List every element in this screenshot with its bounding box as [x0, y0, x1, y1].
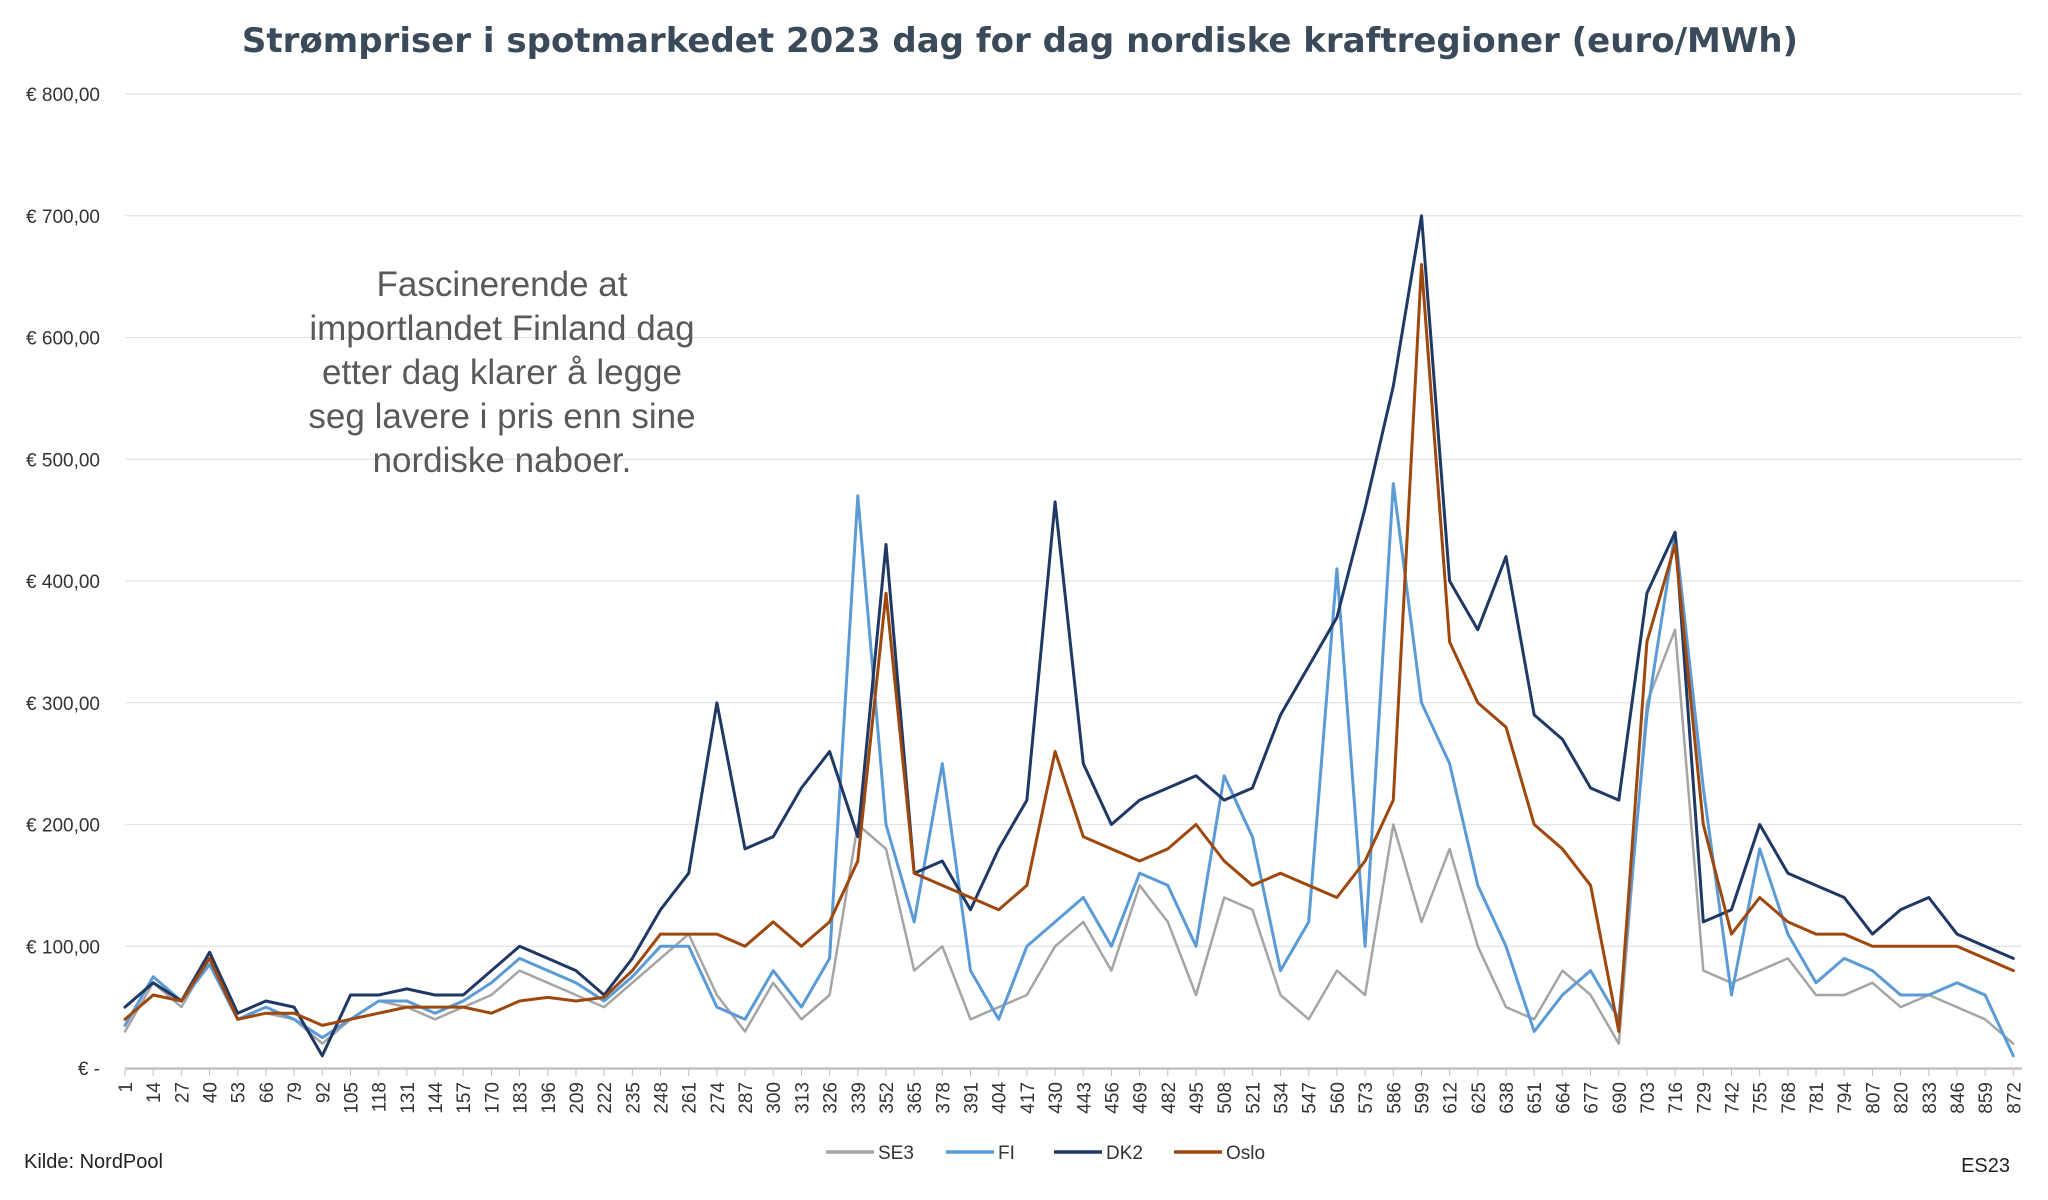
- y-axis-ticks: € - € 100,00 € 200,00 € 300,00 € 400,00 € 500…: [26, 85, 100, 1080]
- x-tick-label: 625: [1469, 1082, 1490, 1114]
- x-tick-label: 560: [1328, 1082, 1349, 1114]
- legend: SE3 FI DK2 Oslo: [826, 1143, 1265, 1164]
- x-tick-label: 40: [201, 1082, 222, 1103]
- x-tick-label: 105: [341, 1082, 362, 1114]
- x-tick-label: 404: [990, 1082, 1011, 1114]
- x-tick-label: 27: [172, 1082, 193, 1103]
- y-tick-label: € 600,00: [26, 329, 100, 350]
- y-tick-label: € 700,00: [26, 207, 100, 228]
- x-tick-label: 456: [1102, 1082, 1123, 1114]
- x-tick-label: 469: [1131, 1082, 1152, 1114]
- x-tick-label: 599: [1412, 1082, 1433, 1114]
- y-tick-label: € 400,00: [26, 572, 100, 593]
- x-tick-label: 859: [1976, 1082, 1997, 1114]
- x-tick-label: 586: [1384, 1082, 1405, 1114]
- y-tick-label: € -: [78, 1059, 100, 1080]
- legend-label-dk2: DK2: [1106, 1143, 1143, 1164]
- x-tick-label: 170: [482, 1082, 503, 1114]
- x-tick-label: 222: [595, 1082, 616, 1114]
- x-tick-label: 716: [1666, 1082, 1687, 1114]
- x-tick-label: 508: [1215, 1082, 1236, 1114]
- x-tick-label: 521: [1243, 1082, 1264, 1114]
- x-tick-label: 820: [1892, 1082, 1913, 1114]
- x-tick-label: 651: [1525, 1082, 1546, 1114]
- x-tick-label: 209: [567, 1082, 588, 1114]
- x-tick-label: 846: [1948, 1082, 1969, 1114]
- x-tick-label: 92: [313, 1082, 334, 1103]
- x-tick-label: 53: [229, 1082, 250, 1103]
- x-tick-label: 547: [1300, 1082, 1321, 1114]
- x-tick-label: 794: [1835, 1082, 1856, 1114]
- series-line-dk2: [123, 214, 2015, 1058]
- x-tick-label: 495: [1187, 1082, 1208, 1114]
- legend-label-fi: FI: [998, 1143, 1015, 1164]
- signature-label: ES23: [1961, 1155, 2010, 1177]
- x-tick-label: 274: [708, 1082, 729, 1114]
- series-line-se3: [123, 628, 2015, 1045]
- x-tick-label: 690: [1610, 1082, 1631, 1114]
- source-label: Kilde: NordPool: [24, 1151, 163, 1173]
- y-tick-label: € 100,00: [26, 937, 100, 958]
- x-tick-label: 339: [849, 1082, 870, 1114]
- x-tick-label: 183: [511, 1082, 532, 1114]
- x-axis: 1 14 27 40 53 66 79 92 105 118 131 144 157 170 183 196 2…: [116, 1068, 2025, 1114]
- annotation-text: Fascinerende at importlandet Finland dag e…: [308, 265, 695, 480]
- x-tick-label: 79: [285, 1082, 306, 1103]
- x-tick-label: 157: [454, 1082, 475, 1114]
- chart-annotation: Fascinerende at importlandet Finland dag e…: [308, 265, 695, 480]
- x-tick-label: 833: [1920, 1082, 1941, 1114]
- x-tick-label: 261: [680, 1082, 701, 1114]
- gridlines: [125, 93, 2022, 1069]
- x-tick-label: 378: [933, 1082, 954, 1114]
- x-tick-label: 131: [398, 1082, 419, 1114]
- x-tick-label: 781: [1807, 1082, 1828, 1114]
- x-tick-label: 118: [370, 1082, 391, 1112]
- y-tick-label: € 200,00: [26, 816, 100, 837]
- x-tick-label: 365: [905, 1082, 926, 1114]
- x-tick-label: 443: [1074, 1082, 1095, 1114]
- x-tick-label: 703: [1638, 1082, 1659, 1114]
- x-tick-label: 417: [1018, 1082, 1039, 1114]
- y-tick-label: € 500,00: [26, 450, 100, 471]
- x-tick-label: 14: [144, 1082, 165, 1104]
- x-tick-label: 352: [877, 1082, 898, 1114]
- x-tick-label: 196: [539, 1082, 560, 1114]
- x-tick-label: 573: [1356, 1082, 1377, 1114]
- x-tick-label: 1: [116, 1082, 137, 1093]
- series-line-fi: [123, 482, 2015, 1058]
- x-tick-label: 391: [962, 1082, 983, 1114]
- x-tick-label: 534: [1272, 1082, 1293, 1114]
- x-tick-label: 664: [1553, 1082, 1574, 1114]
- x-tick-label: 742: [1722, 1082, 1743, 1114]
- series-line-oslo: [123, 263, 2015, 1033]
- x-tick-label: 430: [1046, 1082, 1067, 1114]
- x-tick-label: 248: [651, 1082, 672, 1114]
- y-tick-label: € 300,00: [26, 694, 100, 715]
- x-tick-label: 677: [1582, 1082, 1603, 1114]
- x-tick-label: 235: [623, 1082, 644, 1114]
- x-tick-label: 287: [736, 1082, 757, 1114]
- x-tick-label: 755: [1751, 1082, 1772, 1114]
- x-tick-label: 638: [1497, 1082, 1518, 1114]
- x-tick-label: 300: [764, 1082, 785, 1114]
- x-tick-label: 313: [792, 1082, 813, 1114]
- x-tick-label: 807: [1863, 1082, 1884, 1114]
- x-tick-label: 66: [257, 1082, 278, 1103]
- x-tick-label: 768: [1779, 1082, 1800, 1114]
- legend-label-oslo: Oslo: [1226, 1143, 1265, 1164]
- legend-label-se3: SE3: [878, 1143, 914, 1164]
- x-tick-label: 144: [426, 1082, 447, 1114]
- chart-title: Strømpriser i spotmarkedet 2023 dag for …: [242, 21, 1798, 61]
- x-tick-label: 612: [1441, 1082, 1462, 1114]
- x-tick-label: 482: [1159, 1082, 1180, 1114]
- x-tick-label: 872: [2004, 1082, 2025, 1114]
- series-lines: [123, 214, 2015, 1058]
- y-tick-label: € 800,00: [26, 85, 100, 106]
- x-tick-label: 729: [1694, 1082, 1715, 1114]
- x-tick-label: 326: [821, 1082, 842, 1114]
